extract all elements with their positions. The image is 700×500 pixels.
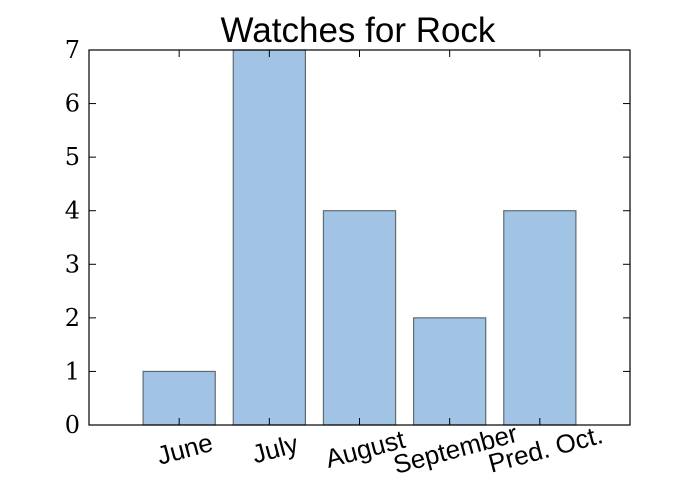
ytick-label: 6 <box>65 90 80 118</box>
bar-pred-oct <box>503 210 577 426</box>
ytick-label: 1 <box>65 357 80 385</box>
bar-august <box>322 210 397 426</box>
bar-july <box>232 49 307 426</box>
xtick-label: June <box>154 427 216 471</box>
ytick-label: 5 <box>65 143 80 171</box>
ytick-label: 2 <box>65 304 80 332</box>
bar-june <box>142 370 216 426</box>
xtick-label: July <box>249 428 301 469</box>
chart-title: Watches for Rock <box>221 11 496 50</box>
bars-group <box>142 49 577 426</box>
y-axis: 0 1 2 3 4 5 6 7 <box>65 36 630 439</box>
ytick-label: 7 <box>65 36 80 64</box>
bar-september <box>413 317 487 426</box>
ytick-label: 0 <box>65 411 80 439</box>
ytick-label: 4 <box>65 197 80 225</box>
ytick-label: 3 <box>65 250 80 278</box>
